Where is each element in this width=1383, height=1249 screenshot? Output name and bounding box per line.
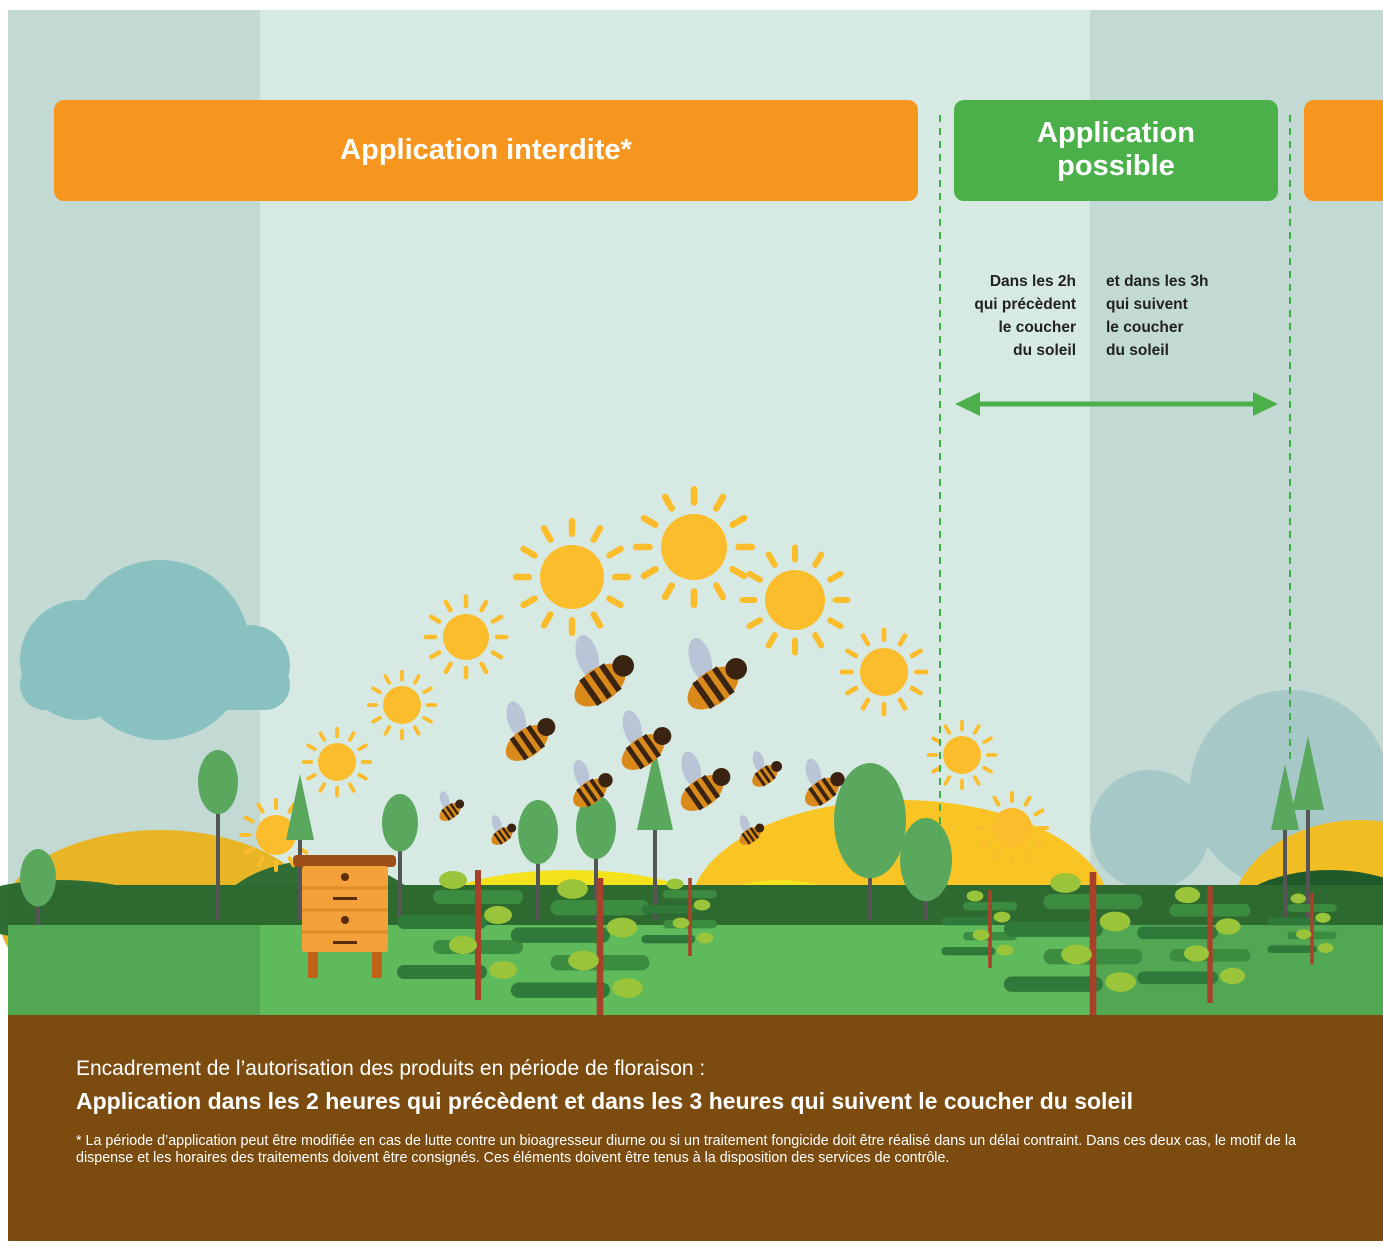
stake bbox=[1090, 872, 1097, 1015]
row bbox=[1137, 972, 1218, 985]
sun-disc bbox=[318, 743, 356, 781]
leaf bbox=[1215, 918, 1240, 934]
leaf bbox=[994, 912, 1011, 923]
crown bbox=[834, 763, 906, 878]
leaf bbox=[449, 936, 477, 954]
line: le coucher bbox=[900, 316, 1076, 339]
leaf bbox=[1100, 912, 1131, 932]
stake bbox=[475, 870, 481, 1000]
leaf bbox=[697, 933, 714, 944]
sun-disc bbox=[860, 648, 908, 696]
crown bbox=[198, 750, 238, 814]
banner-text: Application interdite* bbox=[54, 134, 918, 167]
row bbox=[1267, 918, 1317, 926]
leaf bbox=[1220, 968, 1245, 984]
leaf bbox=[1175, 887, 1200, 903]
page: Application interdite* Application possi… bbox=[0, 0, 1383, 1249]
leaf bbox=[1318, 943, 1333, 953]
row bbox=[941, 917, 995, 925]
sun-disc bbox=[992, 808, 1032, 848]
line: qui précèdent bbox=[900, 293, 1076, 316]
row bbox=[1137, 927, 1218, 940]
sun-disc bbox=[943, 736, 981, 774]
banner-text: Application possible bbox=[1010, 117, 1222, 183]
leaf bbox=[1061, 945, 1092, 965]
row bbox=[397, 915, 487, 929]
row bbox=[941, 947, 995, 955]
leaf bbox=[607, 918, 638, 938]
crown bbox=[900, 818, 952, 901]
leaf bbox=[484, 906, 512, 924]
stake bbox=[1207, 886, 1212, 1003]
sun-disc bbox=[443, 614, 489, 660]
crown bbox=[382, 794, 418, 852]
sun-disc bbox=[765, 570, 825, 630]
timing-before: Dans les 2h qui précèdent le coucher du … bbox=[900, 270, 1076, 362]
crown bbox=[20, 849, 56, 907]
leaf bbox=[1105, 972, 1136, 992]
crown bbox=[518, 800, 558, 864]
row bbox=[1004, 977, 1103, 992]
stake bbox=[688, 878, 692, 956]
line: du soleil bbox=[1106, 339, 1286, 362]
line: et dans les 3h bbox=[1106, 270, 1286, 293]
leaf bbox=[1050, 873, 1081, 893]
row bbox=[641, 935, 695, 943]
leaf bbox=[557, 879, 588, 899]
sun-disc bbox=[661, 514, 727, 580]
leaf bbox=[612, 978, 643, 998]
leaf bbox=[997, 945, 1014, 956]
row bbox=[641, 905, 695, 913]
leaf bbox=[694, 900, 711, 911]
footer-bg bbox=[8, 1015, 1383, 1241]
line: qui suivent bbox=[1106, 293, 1286, 316]
line: du soleil bbox=[900, 339, 1076, 362]
banner-forbidden-next bbox=[1304, 100, 1383, 201]
trunk bbox=[1283, 820, 1287, 920]
leaf bbox=[667, 879, 684, 890]
stake bbox=[597, 878, 604, 1021]
leaf bbox=[1291, 894, 1306, 904]
leaf bbox=[1315, 913, 1330, 923]
field-shade bbox=[8, 925, 260, 1015]
footer-intro: Encadrement de l’autorisation des produi… bbox=[76, 1057, 705, 1081]
row bbox=[511, 928, 610, 943]
sun-disc bbox=[383, 686, 421, 724]
row bbox=[511, 983, 610, 998]
row bbox=[1267, 945, 1317, 953]
leaf bbox=[967, 891, 984, 902]
leaf bbox=[1296, 929, 1311, 939]
line: Dans les 2h bbox=[900, 270, 1076, 293]
footer-rule: Application dans les 2 heures qui précèd… bbox=[76, 1088, 1133, 1115]
leaf bbox=[973, 930, 990, 941]
row bbox=[397, 965, 487, 979]
trunk bbox=[298, 830, 302, 920]
row bbox=[1004, 922, 1103, 937]
leaf bbox=[568, 951, 599, 971]
leaf bbox=[439, 871, 467, 889]
sun-disc bbox=[540, 545, 604, 609]
stake bbox=[1310, 893, 1313, 965]
leaf bbox=[1184, 945, 1209, 961]
line: le coucher bbox=[1106, 316, 1286, 339]
timing-after: et dans les 3h qui suivent le coucher du… bbox=[1106, 270, 1286, 362]
trunk bbox=[1306, 800, 1310, 920]
footer-note: * La période d’application peut être mod… bbox=[76, 1133, 1311, 1167]
leaf bbox=[489, 961, 517, 979]
leaf bbox=[673, 918, 690, 929]
stake bbox=[988, 890, 992, 968]
